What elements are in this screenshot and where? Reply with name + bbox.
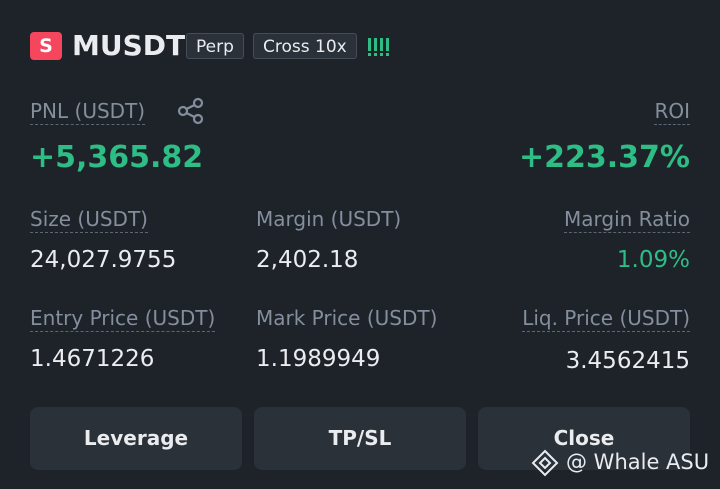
roi-label: ROI	[654, 99, 690, 125]
pnl-label: PNL (USDT)	[30, 99, 146, 125]
share-icon[interactable]	[177, 97, 205, 125]
field-label: Margin Ratio	[563, 207, 690, 233]
field-value: 3.4562415	[565, 348, 690, 374]
signal-icon	[368, 38, 389, 56]
close-button[interactable]: Close	[478, 407, 690, 470]
field-label: Size (USDT)	[30, 207, 148, 233]
symbol: MUSDT	[72, 29, 186, 62]
field-value: 1.09%	[616, 247, 690, 273]
field-value: 24,027.9755	[30, 247, 177, 273]
leverage-button[interactable]: Leverage	[30, 407, 242, 470]
field-value: 2,402.18	[256, 247, 359, 273]
tag: Cross 10x	[253, 33, 357, 59]
field-label: Entry Price (USDT)	[30, 306, 216, 332]
field-value: 1.1989949	[256, 346, 381, 372]
field-label: Mark Price (USDT)	[256, 306, 438, 330]
tpsl-button[interactable]: TP/SL	[254, 407, 466, 470]
field-value: 1.4671226	[30, 346, 155, 372]
field-label: Margin (USDT)	[256, 207, 402, 231]
watermark: @ Whale ASU	[566, 450, 710, 474]
roi-value: +223.37%	[519, 140, 690, 175]
watermark-logo	[531, 449, 559, 477]
field-label: Liq. Price (USDT)	[522, 306, 690, 332]
tag: Perp	[186, 33, 244, 59]
symbol-badge: S	[30, 32, 62, 60]
pnl-value: +5,365.82	[30, 140, 204, 175]
